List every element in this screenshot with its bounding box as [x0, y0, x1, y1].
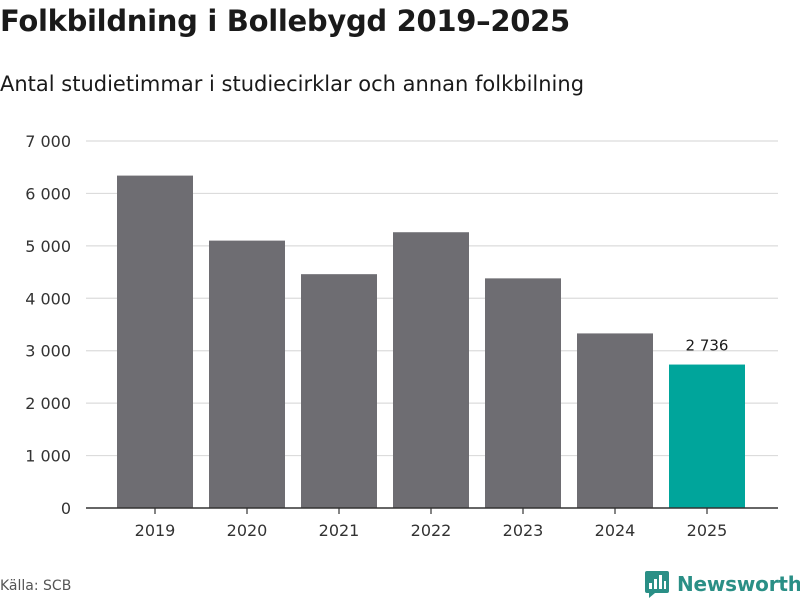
x-tick-label: 2025 [687, 521, 728, 540]
brand-logo: Newsworthy [644, 569, 800, 599]
y-tick-label: 0 [61, 499, 71, 518]
y-tick-label: 2 000 [25, 394, 71, 413]
bar-2019 [117, 175, 193, 509]
bars [117, 175, 745, 509]
x-tick-label: 2022 [411, 521, 452, 540]
bar-2024 [577, 333, 653, 508]
brand-name: Newsworthy [677, 572, 800, 596]
x-tick-label: 2020 [227, 521, 268, 540]
bar-2025 [669, 364, 745, 508]
newsworthy-icon [645, 571, 669, 598]
y-tick-label: 5 000 [25, 237, 71, 256]
chart-subtitle: Antal studietimmar i studiecirklar och a… [0, 72, 585, 96]
x-tick-label: 2024 [595, 521, 636, 540]
bar-2020 [209, 240, 285, 508]
bar-2023 [485, 278, 561, 508]
y-tick-label: 3 000 [25, 342, 71, 361]
bar-2022 [393, 232, 469, 508]
y-tick-label: 6 000 [25, 184, 71, 203]
data-labels: 2 736 [686, 337, 729, 355]
y-tick-label: 1 000 [25, 447, 71, 466]
x-tick-label: 2021 [319, 521, 360, 540]
y-tick-label: 4 000 [25, 289, 71, 308]
data-label: 2 736 [686, 337, 729, 355]
x-tick-label: 2023 [503, 521, 544, 540]
x-tick-label: 2019 [135, 521, 176, 540]
source-note: Källa: SCB [0, 578, 72, 594]
y-tick-label: 7 000 [25, 132, 71, 151]
bar-2021 [301, 274, 377, 508]
axes: 0 1 000 2 000 3 000 4 000 5 000 6 000 7 000 2019… [25, 132, 778, 540]
chart-title: Folkbildning i Bollebygd 2019–2025 [0, 4, 570, 38]
